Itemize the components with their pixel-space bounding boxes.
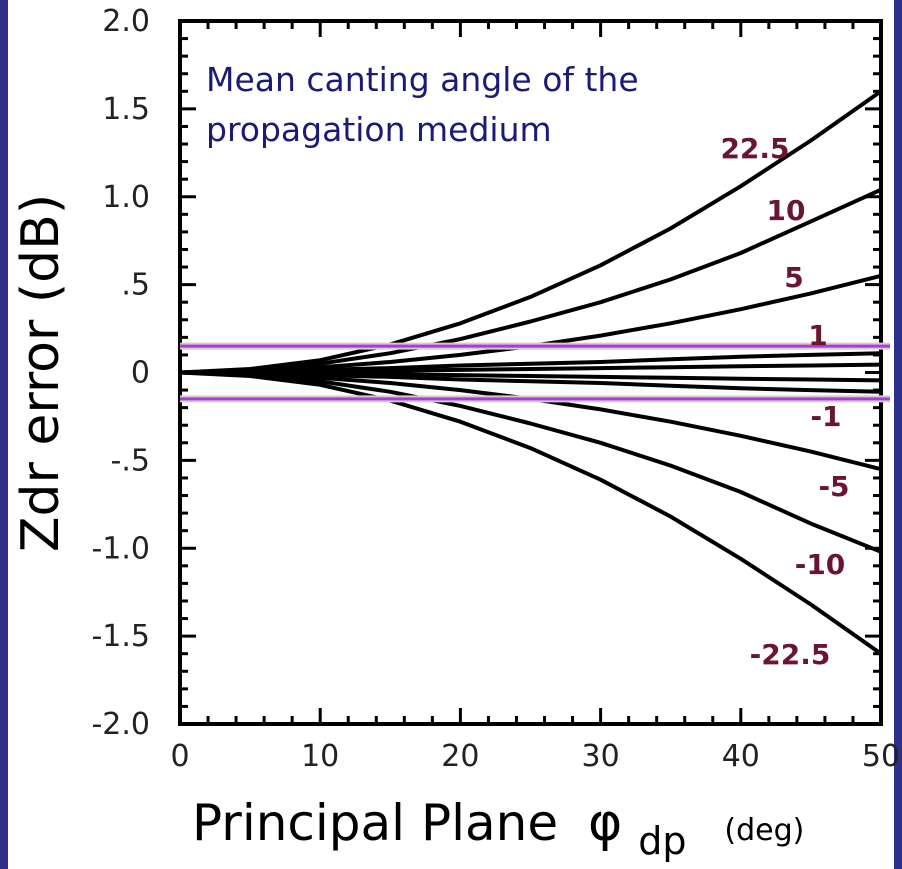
series-curve — [178, 370, 883, 554]
y-tick-label: -.5 — [111, 443, 150, 478]
x-axis-title-text: Principal Plane — [192, 794, 558, 852]
series-label: 5 — [784, 261, 803, 294]
x-tick-labels: 0 10 20 30 40 50 — [170, 739, 900, 774]
tick-marks — [178, 19, 883, 726]
series-label: -1 — [810, 400, 841, 433]
series-labels: 22.5 10 51 -1 -5 -10 -22.5 — [720, 132, 849, 671]
x-tick-label: 50 — [862, 739, 900, 774]
series-label: -10 — [795, 548, 846, 581]
series-curve — [178, 370, 883, 656]
y-tick-label: -2.0 — [91, 707, 150, 742]
y-tick-label: -1.5 — [91, 619, 150, 654]
x-tick-label: 30 — [582, 739, 620, 774]
x-axis-unit: (deg) — [724, 813, 804, 848]
annotation-line-2: propagation medium — [206, 110, 552, 149]
y-tick-label: 1.0 — [102, 180, 150, 215]
y-tick-label: 1.5 — [102, 92, 150, 127]
y-axis-title: Zdr error (dB) — [11, 194, 71, 552]
y-tick-label: 2.0 — [102, 4, 150, 39]
x-axis-subscript: dp — [638, 819, 686, 863]
series-label: 1 — [808, 319, 827, 352]
annotation-line-1: Mean canting angle of the — [206, 60, 639, 99]
x-tick-label: 40 — [722, 739, 760, 774]
series-curve — [178, 370, 883, 394]
y-tick-label: 0 — [131, 356, 150, 391]
x-tick-label: 10 — [301, 739, 339, 774]
series-curve — [178, 89, 883, 375]
series-label: 10 — [767, 194, 806, 227]
x-axis-phi-symbol: φ — [588, 793, 622, 853]
series-label: -22.5 — [750, 638, 831, 671]
x-tick-label: 20 — [441, 739, 479, 774]
x-tick-label: 0 — [170, 739, 189, 774]
threshold-lines — [180, 342, 890, 403]
y-tick-label: -1.0 — [91, 531, 150, 566]
series-curves — [178, 89, 883, 656]
series-label: -5 — [818, 470, 849, 503]
series-curve — [178, 187, 883, 375]
series-label: 22.5 — [720, 132, 789, 165]
x-axis-title: Principal Plane φ dp (deg) — [192, 793, 804, 866]
y-tick-labels: 2.0 1.5 1.0 .5 0 -.5 -1.0 -1.5 -2.0 — [91, 4, 150, 742]
y-tick-label: .5 — [121, 268, 150, 303]
